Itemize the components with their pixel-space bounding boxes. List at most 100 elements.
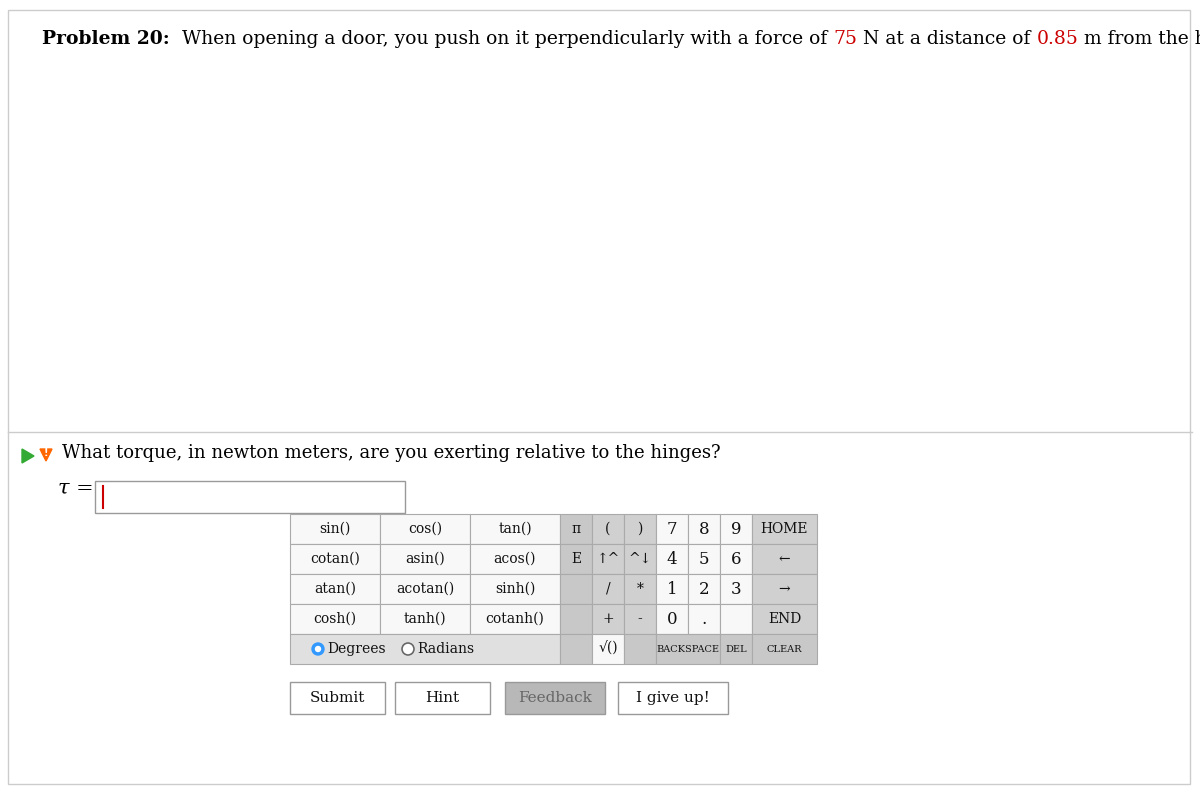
Text: 0.85: 0.85 [1037, 30, 1079, 48]
Text: 1: 1 [667, 581, 677, 597]
Bar [720, 634, 752, 664]
Text: Degrees: Degrees [326, 642, 385, 656]
Bar [470, 604, 560, 634]
Bar [380, 604, 470, 634]
Text: *: * [636, 582, 643, 596]
Bar [290, 634, 560, 664]
Bar [505, 682, 605, 714]
Text: acotan(): acotan() [396, 582, 454, 596]
Polygon shape [40, 449, 52, 461]
Bar [688, 514, 720, 544]
Text: DEL: DEL [725, 645, 746, 653]
Text: /: / [606, 582, 611, 596]
Bar [752, 604, 817, 634]
Bar [592, 634, 624, 664]
Bar [624, 634, 656, 664]
Text: 2: 2 [698, 581, 709, 597]
Bar [624, 574, 656, 604]
Text: BACKSPACE: BACKSPACE [656, 645, 720, 653]
Text: cotanh(): cotanh() [486, 612, 545, 626]
Bar [290, 682, 385, 714]
Bar [656, 574, 688, 604]
Text: atan(): atan() [314, 582, 356, 596]
Text: acos(): acos() [493, 552, 536, 566]
Bar [720, 544, 752, 574]
Bar [380, 544, 470, 574]
Text: Submit: Submit [310, 691, 365, 705]
Text: τ =: τ = [58, 479, 101, 498]
Bar [688, 544, 720, 574]
Text: .: . [701, 611, 707, 627]
Bar [290, 604, 380, 634]
Bar [688, 574, 720, 604]
Bar [290, 514, 380, 544]
Text: Feedback: Feedback [518, 691, 592, 705]
Text: sin(): sin() [319, 522, 350, 536]
Bar [290, 544, 380, 574]
Bar [470, 514, 560, 544]
Text: E: E [571, 552, 581, 566]
Bar [624, 604, 656, 634]
Bar [720, 604, 752, 634]
Text: !: ! [43, 448, 48, 458]
Text: -: - [637, 612, 642, 626]
Text: +: + [602, 612, 614, 626]
Bar [560, 514, 592, 544]
Bar [720, 514, 752, 544]
Bar [752, 514, 817, 544]
Bar [470, 574, 560, 604]
Bar [656, 634, 720, 664]
Text: √(): √() [598, 642, 618, 656]
Text: What torque, in newton meters, are you exerting relative to the hinges?: What torque, in newton meters, are you e… [62, 444, 721, 462]
Polygon shape [22, 449, 34, 463]
Text: 8: 8 [698, 520, 709, 538]
Bar [395, 682, 490, 714]
Text: CLEAR: CLEAR [767, 645, 803, 653]
Bar [560, 574, 592, 604]
Text: ↑^: ↑^ [596, 552, 619, 566]
Bar [752, 634, 817, 664]
Bar [656, 514, 688, 544]
Circle shape [312, 643, 324, 655]
Bar [720, 574, 752, 604]
Text: 6: 6 [731, 550, 742, 568]
Text: tan(): tan() [498, 522, 532, 536]
Bar [290, 574, 380, 604]
Text: →: → [779, 582, 791, 596]
Bar [560, 634, 592, 664]
Text: Hint: Hint [426, 691, 460, 705]
Text: ): ) [637, 522, 643, 536]
Bar [592, 544, 624, 574]
Bar [752, 574, 817, 604]
Text: N at a distance of: N at a distance of [857, 30, 1037, 48]
Text: cosh(): cosh() [313, 612, 356, 626]
Bar [618, 682, 728, 714]
Bar [470, 544, 560, 574]
Text: END: END [768, 612, 802, 626]
Text: 9: 9 [731, 520, 742, 538]
Bar [560, 544, 592, 574]
Bar [624, 544, 656, 574]
Circle shape [402, 643, 414, 655]
Bar [592, 514, 624, 544]
Text: ^↓: ^↓ [629, 552, 652, 566]
Text: cos(): cos() [408, 522, 442, 536]
Bar [624, 514, 656, 544]
Text: (: ( [605, 522, 611, 536]
Text: Radians: Radians [418, 642, 474, 656]
Text: 4: 4 [667, 550, 677, 568]
Text: cotan(): cotan() [310, 552, 360, 566]
Text: sinh(): sinh() [494, 582, 535, 596]
Text: 7: 7 [667, 520, 677, 538]
Bar [656, 544, 688, 574]
Text: π: π [571, 522, 581, 536]
Text: m from the hinges.: m from the hinges. [1079, 30, 1200, 48]
Text: asin(): asin() [406, 552, 445, 566]
Text: ←: ← [779, 552, 791, 566]
Text: I give up!: I give up! [636, 691, 710, 705]
Bar [380, 574, 470, 604]
Text: Problem 20:: Problem 20: [42, 30, 169, 48]
Text: 0: 0 [667, 611, 677, 627]
Text: HOME: HOME [761, 522, 809, 536]
Bar [656, 604, 688, 634]
